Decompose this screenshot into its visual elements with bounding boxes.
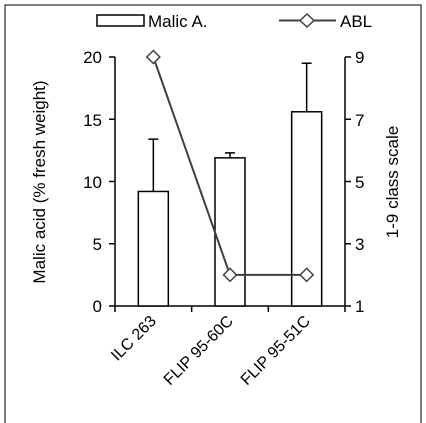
right-tick-label: 5	[355, 173, 364, 192]
left-tick-label: 10	[83, 173, 102, 192]
bar	[214, 157, 246, 307]
right-tick-label: 1	[355, 297, 364, 316]
abl-point	[222, 267, 238, 283]
right-tick-label: 7	[355, 111, 364, 130]
legend-label-abl: ABL	[340, 12, 372, 31]
bar	[137, 190, 170, 307]
left-tick-label: 0	[93, 297, 102, 316]
legend-diamond-marker	[298, 12, 316, 29]
abl-point	[145, 49, 161, 65]
left-tick-label: 15	[83, 111, 102, 130]
legend: Malic A. ABL	[96, 12, 372, 31]
plot-marks	[109, 49, 351, 312]
left-tick-label: 20	[83, 48, 102, 67]
category-label: FLIP 95-51C	[238, 313, 314, 389]
legend-bar-swatch	[96, 14, 145, 27]
category-label: FLIP 95-60C	[161, 313, 237, 389]
abl-point	[299, 267, 315, 283]
legend-label-malic: Malic A.	[148, 12, 208, 31]
right-tick-label: 3	[355, 235, 364, 254]
left-tick-label: 5	[93, 235, 102, 254]
left-axis-title: Malic acid (% fresh weight)	[30, 80, 49, 283]
category-label: ILC 263	[108, 313, 160, 365]
right-tick-label: 9	[355, 48, 364, 67]
right-axis-ticks: 1 3 5 7 9	[355, 48, 364, 316]
left-axis-ticks: 0 5 10 15 20	[83, 48, 102, 316]
right-axis-title: 1-9 class scale	[383, 126, 402, 238]
chart-frame	[4, 4, 422, 423]
